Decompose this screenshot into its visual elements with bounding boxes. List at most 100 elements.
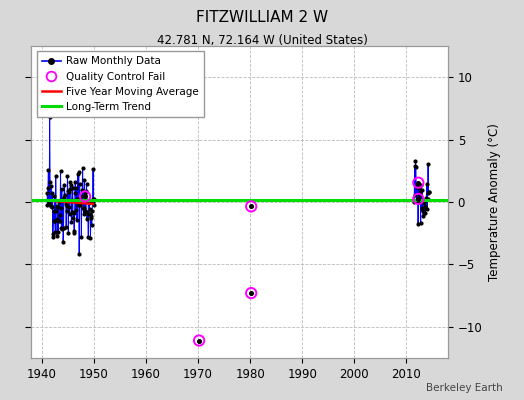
Point — [413, 198, 422, 204]
Point — [419, 212, 428, 219]
Point — [76, 195, 84, 201]
Point — [89, 199, 97, 205]
Point — [88, 208, 96, 214]
Point — [69, 215, 77, 221]
Point — [247, 290, 255, 296]
Point — [54, 229, 62, 236]
Point — [53, 233, 61, 240]
Point — [59, 225, 68, 231]
Text: FITZWILLIAM 2 W: FITZWILLIAM 2 W — [196, 10, 328, 25]
Point — [61, 197, 70, 204]
Point — [411, 192, 419, 198]
Point — [65, 204, 73, 210]
Point — [81, 208, 90, 214]
Point — [79, 204, 88, 211]
Point — [64, 230, 72, 236]
Point — [48, 204, 56, 210]
Point — [83, 209, 92, 215]
Point — [68, 197, 77, 203]
Point — [50, 192, 59, 199]
Point — [79, 210, 88, 217]
Point — [418, 187, 427, 193]
Point — [44, 166, 52, 173]
Point — [422, 197, 430, 204]
Point — [195, 337, 203, 344]
Point — [62, 224, 70, 230]
Point — [412, 184, 421, 190]
Point — [72, 197, 81, 204]
Point — [60, 182, 69, 188]
Point — [51, 173, 60, 179]
Point — [414, 180, 422, 186]
Point — [421, 204, 429, 210]
Point — [87, 213, 95, 219]
Point — [71, 207, 80, 214]
Point — [70, 228, 78, 234]
Point — [415, 185, 423, 192]
Point — [46, 203, 54, 210]
Point — [420, 199, 428, 206]
Point — [77, 202, 85, 208]
Point — [74, 168, 83, 175]
Point — [43, 202, 52, 208]
Point — [423, 206, 431, 212]
Point — [89, 196, 97, 202]
Point — [425, 189, 433, 196]
Point — [416, 192, 424, 198]
Point — [59, 238, 67, 245]
Point — [86, 214, 95, 221]
Point — [81, 193, 89, 200]
Point — [85, 206, 94, 212]
Point — [48, 190, 57, 196]
Point — [43, 190, 51, 196]
Point — [47, 183, 55, 189]
Point — [414, 196, 422, 202]
Point — [63, 203, 71, 210]
Legend: Raw Monthly Data, Quality Control Fail, Five Year Moving Average, Long-Term Tren: Raw Monthly Data, Quality Control Fail, … — [37, 51, 204, 117]
Point — [49, 208, 58, 214]
Point — [54, 204, 62, 210]
Point — [90, 196, 98, 202]
Point — [247, 290, 255, 296]
Point — [67, 179, 75, 185]
Point — [247, 203, 255, 210]
Point — [54, 199, 63, 205]
Point — [53, 216, 62, 222]
Point — [57, 224, 66, 231]
Point — [421, 210, 430, 216]
Point — [78, 187, 86, 193]
Point — [71, 190, 79, 196]
Point — [423, 196, 432, 202]
Point — [82, 181, 91, 187]
Point — [414, 199, 423, 206]
Point — [84, 233, 92, 240]
Point — [45, 200, 53, 206]
Point — [413, 183, 421, 189]
Point — [82, 197, 90, 204]
Point — [74, 171, 82, 178]
Point — [410, 199, 418, 205]
Point — [46, 114, 54, 120]
Point — [47, 203, 56, 210]
Point — [420, 210, 428, 216]
Y-axis label: Temperature Anomaly (°C): Temperature Anomaly (°C) — [488, 123, 501, 281]
Point — [82, 188, 90, 194]
Point — [45, 201, 53, 207]
Text: 42.781 N, 72.164 W (United States): 42.781 N, 72.164 W (United States) — [157, 34, 367, 47]
Point — [61, 200, 70, 207]
Point — [56, 218, 64, 224]
Point — [61, 192, 69, 198]
Point — [416, 189, 424, 195]
Point — [411, 158, 420, 164]
Point — [49, 230, 57, 237]
Point — [58, 226, 67, 232]
Point — [419, 208, 427, 214]
Point — [62, 208, 71, 214]
Point — [56, 168, 64, 174]
Point — [67, 218, 75, 225]
Point — [415, 196, 423, 202]
Point — [66, 211, 74, 217]
Point — [46, 179, 54, 185]
Point — [412, 198, 421, 204]
Point — [86, 234, 95, 241]
